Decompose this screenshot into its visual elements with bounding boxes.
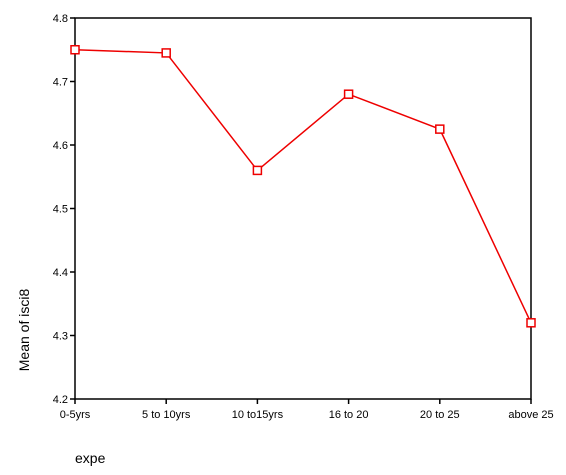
y-tick-label: 4.5 xyxy=(53,204,68,216)
data-point-marker xyxy=(343,89,354,99)
y-tick-label: 4.4 xyxy=(53,267,68,279)
x-tick-label: above 25 xyxy=(508,409,553,421)
x-tick-label: 16 to 20 xyxy=(329,409,369,421)
data-point-marker xyxy=(435,124,445,134)
x-axis-title: expe xyxy=(75,450,106,466)
y-axis: 4.2 4.3 4.4 4.5 4.6 4.7 4.8 xyxy=(53,13,75,406)
data-point-marker xyxy=(252,165,263,176)
y-tick-label: 4.7 xyxy=(53,77,68,89)
plot-area xyxy=(74,17,532,400)
series-markers xyxy=(70,45,536,328)
x-axis: 0-5yrs 5 to 10yrs 10 to15yrs 16 to 20 20 to … xyxy=(60,399,554,421)
y-axis-title: Mean of isci8 xyxy=(16,289,32,372)
y-tick-label: 4.6 xyxy=(53,140,68,152)
data-point-marker xyxy=(70,45,80,55)
data-point-marker xyxy=(526,318,536,328)
x-tick-label: 5 to 10yrs xyxy=(142,409,191,421)
y-tick-label: 4.8 xyxy=(53,13,68,25)
x-tick-label: 20 to 25 xyxy=(420,409,460,421)
x-tick-label: 0-5yrs xyxy=(60,409,91,421)
data-point-marker xyxy=(161,48,171,58)
y-tick-label: 4.3 xyxy=(53,331,68,343)
y-tick-label: 4.2 xyxy=(53,394,68,406)
x-tick-label: 10 to15yrs xyxy=(232,409,284,421)
series-line xyxy=(74,49,532,324)
